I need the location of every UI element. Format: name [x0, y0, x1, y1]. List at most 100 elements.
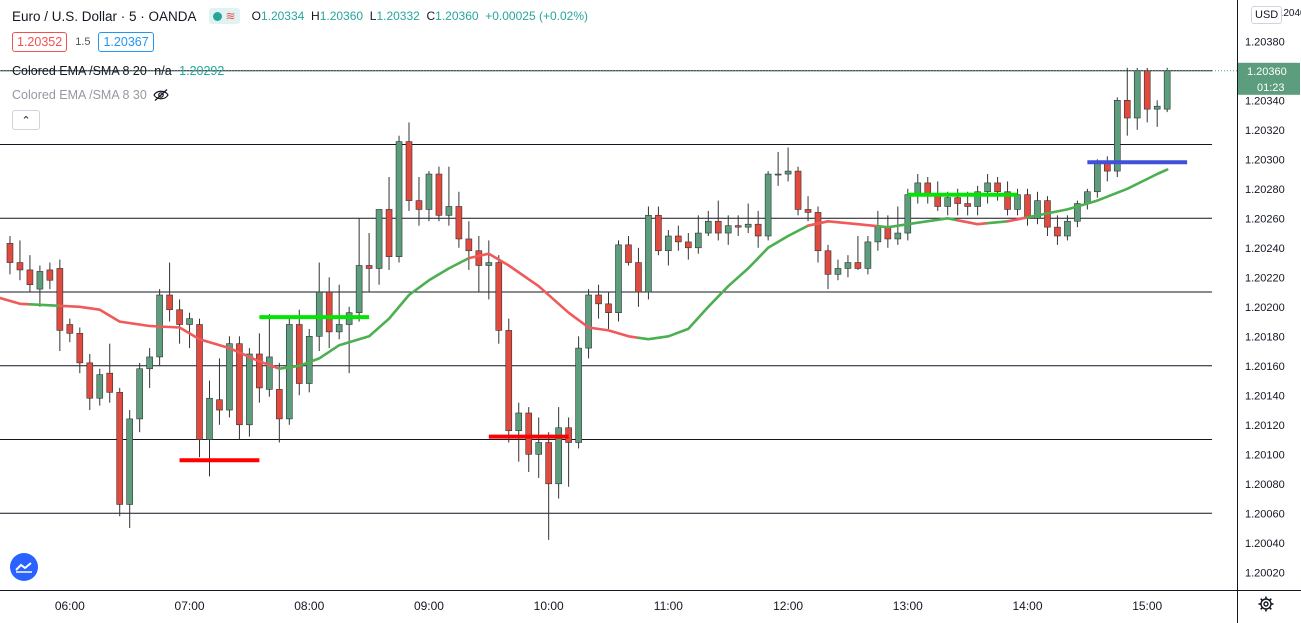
candle-body: [435, 173, 443, 216]
candle-body: [455, 206, 463, 240]
candle-body: [405, 141, 413, 201]
time-tick-label: 07:00: [175, 599, 205, 613]
indicator-2-name: Colored EMA /SMA 8 30: [12, 88, 147, 102]
candle-body: [96, 374, 104, 399]
candle-body: [605, 303, 612, 314]
buy-button[interactable]: 1.20367: [98, 32, 154, 52]
candle-body: [176, 309, 183, 325]
candle-body: [325, 291, 333, 333]
ohlc-values: O1.20334 H1.20360 L1.20332 C1.20360 +0.0…: [251, 9, 588, 23]
time-tick-label: 06:00: [55, 599, 85, 613]
price-tick-label: 1.20020: [1245, 567, 1285, 579]
candle-body: [335, 324, 343, 333]
tradingview-logo-icon[interactable]: [10, 553, 38, 581]
currency-label[interactable]: USD: [1251, 6, 1283, 24]
price-tick-label: 1.20200: [1245, 302, 1285, 314]
candle-body: [106, 372, 114, 393]
indicator-legend-2[interactable]: Colored EMA /SMA 8 30: [12, 88, 169, 102]
candle-body: [814, 212, 822, 252]
candle-body: [764, 173, 772, 237]
candle-body: [695, 232, 702, 249]
candle-body: [744, 223, 752, 228]
candle-body: [575, 347, 582, 443]
candle-body: [1113, 100, 1121, 172]
candle-body: [445, 206, 453, 216]
sell-button[interactable]: 1.20352: [12, 32, 68, 52]
ema-line-segment: [0, 296, 32, 306]
ema-line-segment: [1026, 168, 1169, 219]
candle-body: [774, 173, 782, 176]
candle-body: [415, 200, 423, 210]
price-tick-label: 1.20140: [1245, 390, 1285, 402]
open-value: 1.20334: [260, 9, 305, 23]
candle-body: [1074, 203, 1081, 222]
candle-body: [615, 244, 622, 314]
chart-settings-gear-icon[interactable]: [1258, 596, 1274, 616]
candle-body: [1014, 194, 1021, 210]
candle-body: [724, 225, 732, 234]
candle-body: [1163, 70, 1171, 110]
candle-body: [226, 343, 233, 411]
price-tick-label: 1.20320: [1245, 125, 1285, 137]
candle-body: [595, 294, 602, 305]
candle-body: [864, 241, 872, 269]
high-value: 1.20360: [319, 9, 364, 23]
candle-body: [425, 173, 433, 210]
candle-body: [355, 265, 363, 314]
candle-body: [984, 182, 991, 193]
change-value: +0.00025 (+0.02%): [485, 9, 588, 23]
candle-body: [974, 191, 981, 207]
candle-body: [116, 392, 124, 505]
candle-body: [904, 194, 912, 234]
indicator-legend-1[interactable]: Colored EMA /SMA 8 20 n/a 1.20292: [12, 64, 224, 78]
candle-body: [874, 226, 882, 243]
candle-body: [844, 262, 852, 269]
candle-body: [854, 262, 862, 269]
candle-body: [804, 209, 812, 213]
time-tick-label: 09:00: [414, 599, 444, 613]
candle-body: [485, 262, 493, 266]
indicator-1-value: 1.20292: [179, 64, 225, 78]
candle-body: [545, 442, 552, 485]
candle-body: [1133, 70, 1141, 119]
trade-panel: 1.20352 1.5 1.20367: [12, 32, 154, 52]
collapse-legend-button[interactable]: ⌃: [12, 110, 40, 130]
candle-body: [714, 220, 722, 234]
candle-body: [305, 335, 313, 384]
eye-off-icon[interactable]: [153, 88, 169, 102]
candle-body: [146, 356, 153, 370]
candle-body: [585, 294, 592, 349]
ema-line-segment: [986, 220, 1009, 225]
candle-body: [315, 291, 323, 337]
ema-line-segment: [1006, 216, 1029, 223]
candle-body: [894, 232, 902, 240]
ema-line-segment: [467, 252, 640, 340]
ema-line-segment: [28, 303, 62, 308]
candle-body: [994, 182, 1001, 193]
candle-body: [625, 244, 632, 263]
symbol-title[interactable]: Euro / U.S. Dollar · 5 · OANDA: [12, 8, 197, 24]
candle-body: [166, 294, 173, 311]
close-value: 1.20360: [435, 9, 479, 23]
time-tick-label: 15:00: [1132, 599, 1162, 613]
symbol-legend: Euro / U.S. Dollar · 5 · OANDA ≋ O1.2033…: [12, 8, 588, 24]
low-value: 1.20332: [376, 9, 420, 23]
candle-body: [236, 343, 243, 426]
ema-line-segment: [956, 219, 989, 226]
candle-body: [1054, 226, 1061, 237]
market-status-pill[interactable]: ≋: [208, 8, 240, 24]
candle-body: [834, 268, 842, 275]
time-tick-label: 12:00: [773, 599, 803, 613]
candle-body: [246, 353, 253, 426]
time-tick-label: 14:00: [1012, 599, 1042, 613]
candle-body: [1153, 105, 1161, 110]
candle-body: [365, 265, 373, 269]
price-tick-label: 1.20040: [1245, 538, 1285, 550]
candle-body: [1064, 220, 1071, 237]
price-tick-label: 1.20220: [1245, 272, 1285, 284]
candle-body: [395, 141, 403, 257]
price-tick-label: 1.20340: [1245, 95, 1285, 107]
ema-line-segment: [278, 256, 471, 370]
candle-body: [216, 399, 223, 411]
